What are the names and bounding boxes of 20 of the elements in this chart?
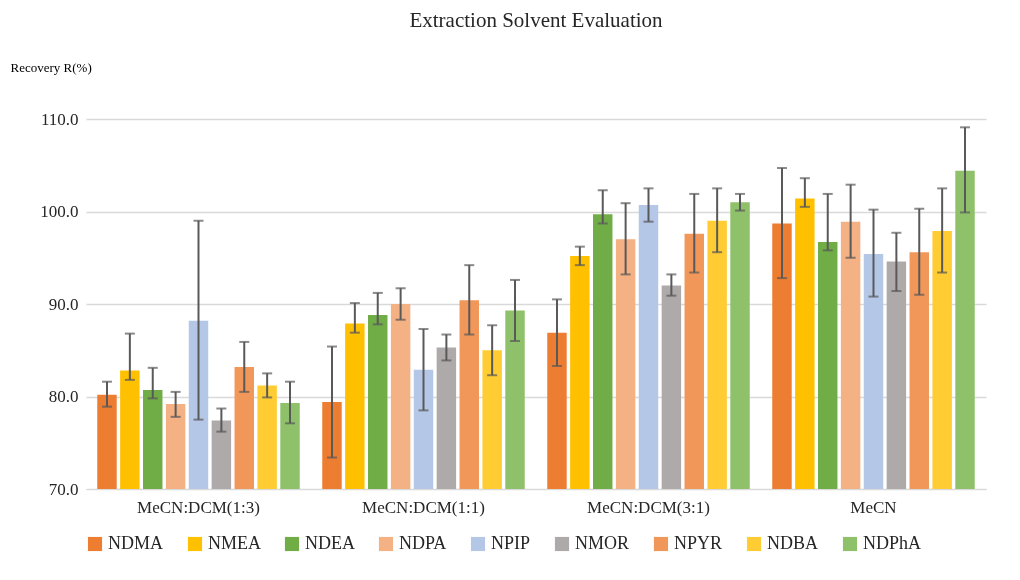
y-tick-label: 100.0: [40, 202, 79, 221]
legend-label: NDPA: [399, 533, 447, 553]
legend-label: NPYR: [674, 533, 723, 553]
chart-title: Extraction Solvent Evaluation: [409, 8, 664, 32]
legend-label: NDPhA: [863, 533, 922, 553]
legend-label: NDMA: [108, 533, 164, 553]
legend-label: NDEA: [305, 533, 355, 553]
legend-label: NDBA: [767, 533, 819, 553]
y-tick-label: 90.0: [48, 294, 79, 314]
legend-label: NMEA: [208, 533, 261, 553]
x-tick-label: MeCN: [850, 497, 897, 517]
y-tick-label: 80.0: [48, 387, 79, 406]
x-tick-label: MeCN:DCM(1:3): [137, 497, 260, 517]
x-tick-label: MeCN:DCM(1:1): [362, 497, 485, 517]
legend-label: NMOR: [575, 533, 630, 553]
y-axis-title: Recovery R(%): [10, 59, 92, 75]
y-tick-label: 70.0: [48, 479, 79, 499]
y-tick-label: 110.0: [40, 109, 79, 129]
legend-label: NPIP: [491, 533, 531, 553]
x-tick-label: MeCN:DCM(3:1): [587, 497, 710, 517]
